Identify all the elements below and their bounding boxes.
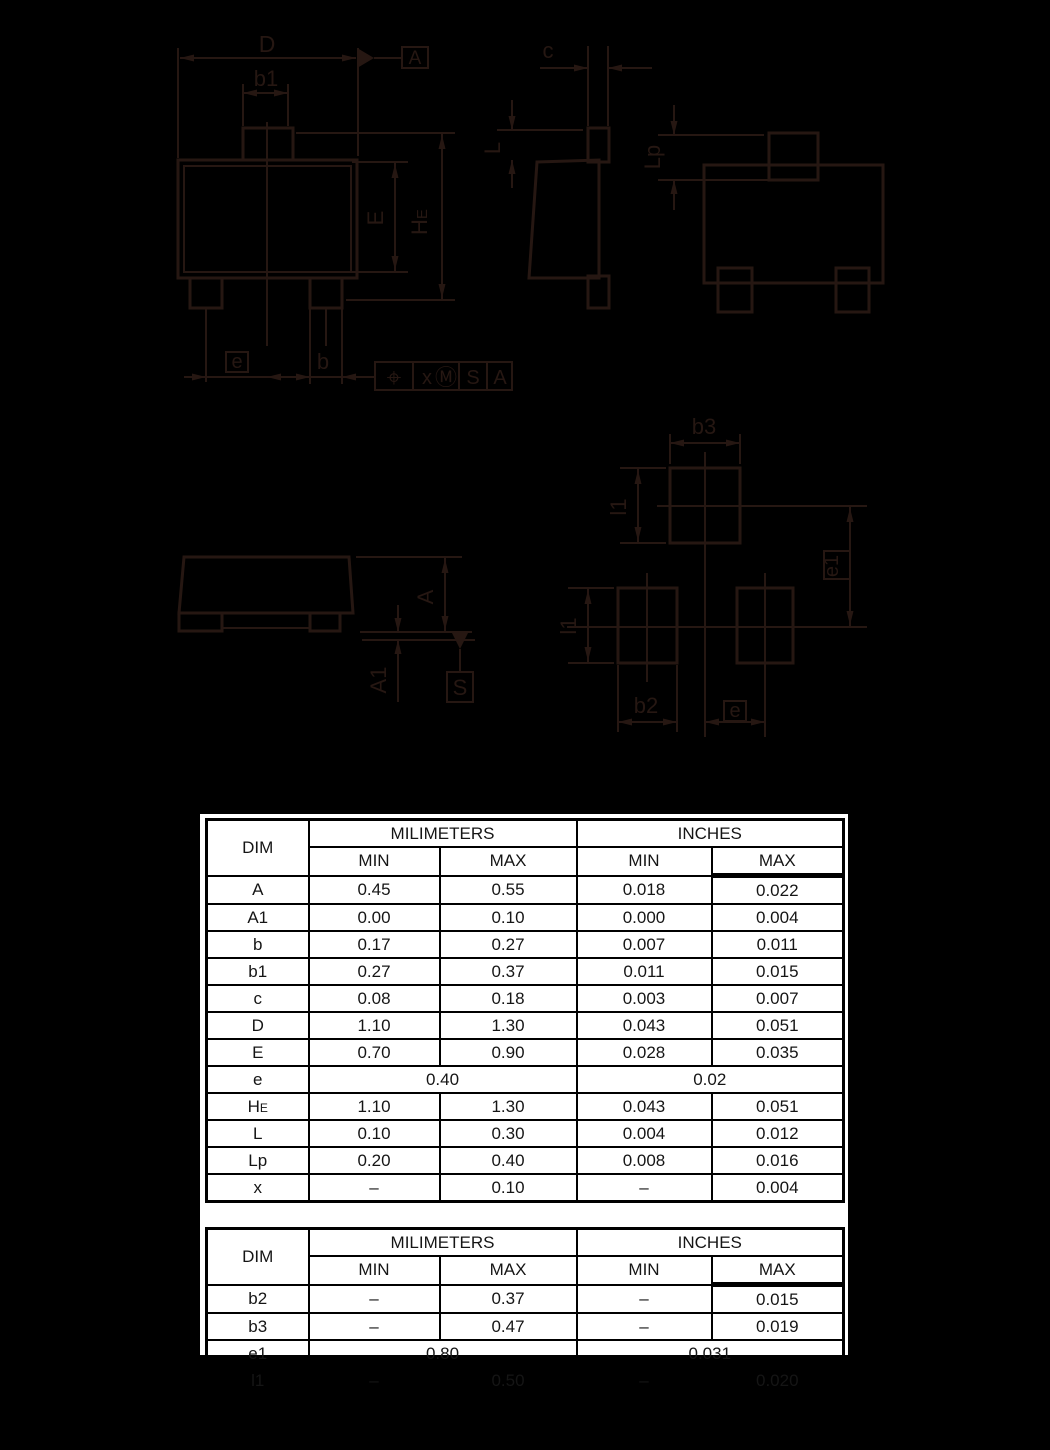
datum-triangle-s [452,633,468,649]
col-header-mm-max: MAX [438,1255,578,1286]
dim-label-e1: e1 [821,555,843,577]
dim-label-HE: HE [407,209,432,235]
land-pattern-table: DIM MILIMETERS INCHES MIN MAX MIN MAX b2… [205,1227,846,1396]
table-row: x –0.10–0.004 [205,1173,845,1203]
col-header-in-min: MIN [575,846,713,877]
table-separator [200,1203,848,1223]
fcf-tolerance-value: x [422,367,432,389]
col-header-mm-min: MIN [307,1255,441,1286]
dim-label-L: L [480,142,505,154]
side-view-drawing: c L [480,38,652,310]
col-header-dim: DIM [205,1227,310,1286]
datum-a-label: A [409,48,422,69]
bottom-view-drawing: Lp [640,105,885,314]
dim-label-b1: b1 [254,66,278,91]
col-header-mm-min: MIN [307,846,441,877]
dim-label-l1-bottom: l1 [556,617,581,634]
land-pattern-drawing: b3 l1 e1 l1 b2 e [556,414,867,737]
table-row: b2–0.37–0.015 [205,1283,845,1314]
table-row-merged: e 0.40 0.02 [205,1065,845,1094]
table-row-merged: e1 0.80 0.031 [205,1339,845,1368]
col-header-inches: INCHES [575,818,845,848]
top-view-drawing: D A b1 E HE [176,31,513,392]
table-row: A1 0.00 0.10 0.000 0.004 [205,903,845,932]
position-tolerance-icon: ⌖ [387,362,402,392]
feature-control-frame: ⌖ x Ⓜ S A [374,361,513,392]
dim-label-A1: A1 [366,667,391,694]
dim-label-b2: b2 [634,693,658,718]
col-header-millimeters: MILIMETERS [307,1227,578,1257]
col-header-in-max: MAX [710,1255,845,1287]
table-row: A 0.45 0.55 0.018 0.022 [205,874,845,905]
fcf-datum-a: A [493,367,507,389]
dim-label-l1-top: l1 [606,498,631,515]
table-row: L 0.10 0.30 0.004 0.012 [205,1119,845,1148]
table-row: c 0.08 0.18 0.003 0.007 [205,984,845,1013]
side-view-2-drawing: A A1 S [177,555,475,703]
table-row: D 1.10 1.30 0.043 0.051 [205,1011,845,1040]
dim-label-b3: b3 [692,414,716,439]
datum-s-label: S [453,675,468,700]
dim-label-c: c [543,38,554,63]
col-header-millimeters: MILIMETERS [307,818,578,848]
datum-s-frame [446,671,474,703]
package-outline-drawing: D A b1 E HE [176,31,885,737]
col-header-in-min: MIN [575,1255,713,1286]
dim-label-e: e [231,351,242,373]
dim-label-e-land: e [729,700,740,722]
col-header-in-max: MAX [710,846,845,878]
dim-label-Lp: Lp [640,145,665,169]
table-row: E 0.70 0.90 0.028 0.035 [205,1038,845,1067]
datum-a-frame [401,46,429,69]
dim-label-b: b [317,349,329,374]
dim-label-A: A [413,589,438,604]
table-row: l1–0.50–0.020 [205,1366,845,1396]
table-row: HE 1.10 1.30 0.043 0.051 [205,1092,845,1121]
table-row: Lp 0.20 0.40 0.008 0.016 [205,1146,845,1175]
table-row: b 0.17 0.27 0.007 0.011 [205,930,845,959]
dim-label-D: D [259,31,276,57]
col-header-inches: INCHES [575,1227,845,1257]
col-header-mm-max: MAX [438,846,578,877]
datum-triangle-a [358,48,374,68]
fcf-datum-s: S [466,367,479,389]
table-row: b3–0.47–0.019 [205,1312,845,1341]
table-row: b1 0.27 0.37 0.011 0.015 [205,957,845,986]
col-header-dim: DIM [205,818,310,877]
mmc-modifier-icon: Ⓜ [435,365,457,390]
dim-label-E: E [363,211,388,226]
